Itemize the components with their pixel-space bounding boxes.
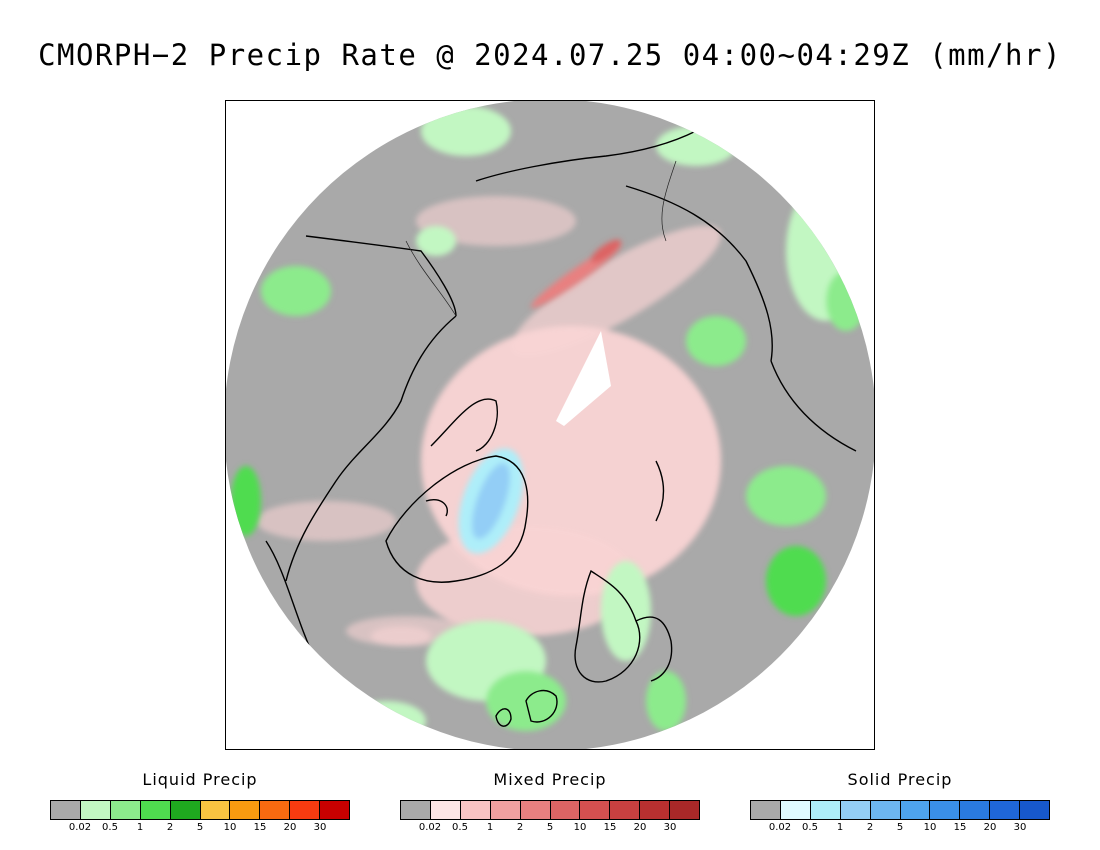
legend-tick-label: 1 <box>486 822 494 833</box>
legend-tick-label: 30 <box>663 822 677 833</box>
legend-swatch <box>870 801 901 819</box>
legend-tick-label: 2 <box>866 822 874 833</box>
legend-tick-label: 30 <box>313 822 327 833</box>
legend-swatch <box>51 801 81 819</box>
legend-tick-label: 0.5 <box>452 822 468 833</box>
solid-precip-areas <box>458 448 524 554</box>
legend-liquid: Liquid Precip 0.02 0.5 1 2 5 10 15 20 30 <box>50 770 350 836</box>
legend-mixed: Mixed Precip 0.02 0.5 1 2 5 10 15 20 30 <box>400 770 700 836</box>
legend-swatch <box>840 801 871 819</box>
legend-swatch <box>670 801 700 819</box>
legend-swatches <box>750 800 1050 820</box>
legend-tick-label: 20 <box>633 822 647 833</box>
coastlines <box>265 130 857 727</box>
legend-swatch <box>490 801 521 819</box>
polar-precip-map <box>225 100 875 750</box>
legend-swatch <box>320 801 350 819</box>
legend-swatch <box>580 801 611 819</box>
legend-tick-label: 5 <box>196 822 204 833</box>
legend-swatches <box>50 800 350 820</box>
legend-swatch <box>780 801 811 819</box>
mixed-precip-areas <box>256 196 721 646</box>
legend-tick-label: 10 <box>923 822 937 833</box>
legend-swatch <box>290 801 321 819</box>
mixed-heavy-band <box>530 239 622 309</box>
borders <box>405 160 677 317</box>
legend-swatch <box>260 801 291 819</box>
legend-swatch <box>810 801 841 819</box>
legend-tick-label: 10 <box>573 822 587 833</box>
legend-swatch <box>960 801 991 819</box>
legend-swatch <box>990 801 1021 819</box>
legend-swatch <box>140 801 171 819</box>
legend-tick-label: 0.02 <box>68 822 92 833</box>
legend-solid: Solid Precip 0.02 0.5 1 2 5 10 15 20 30 <box>750 770 1050 836</box>
no-data-wedge <box>556 331 611 426</box>
chart-title: CMORPH−2 Precip Rate @ 2024.07.25 04:00~… <box>38 38 1062 72</box>
legend-tick-label: 10 <box>223 822 237 833</box>
legend-tick-label: 2 <box>516 822 524 833</box>
legend-ticks: 0.02 0.5 1 2 5 10 15 20 30 <box>400 822 700 836</box>
legend-swatch <box>401 801 431 819</box>
legend-ticks: 0.02 0.5 1 2 5 10 15 20 30 <box>750 822 1050 836</box>
legend-swatch <box>430 801 461 819</box>
legend-swatch <box>640 801 671 819</box>
legend-tick-label: 1 <box>136 822 144 833</box>
legend-swatch <box>230 801 261 819</box>
legend-tick-label: 15 <box>253 822 267 833</box>
legend-tick-label: 15 <box>953 822 967 833</box>
legend-title: Liquid Precip <box>142 770 258 789</box>
legend-swatch <box>170 801 201 819</box>
legend-swatch <box>550 801 581 819</box>
legend-tick-label: 0.5 <box>802 822 818 833</box>
legend-tick-label: 2 <box>166 822 174 833</box>
map-canvas <box>226 101 874 749</box>
legend-tick-label: 15 <box>603 822 617 833</box>
legend-title: Mixed Precip <box>493 770 607 789</box>
legend-tick-label: 30 <box>1013 822 1027 833</box>
legend-tick-label: 5 <box>546 822 554 833</box>
legend-tick-label: 20 <box>283 822 297 833</box>
legend-swatch <box>80 801 111 819</box>
legend-tick-label: 5 <box>896 822 904 833</box>
legend-swatches <box>400 800 700 820</box>
legend-swatch <box>751 801 781 819</box>
legend-ticks: 0.02 0.5 1 2 5 10 15 20 30 <box>50 822 350 836</box>
legend-tick-label: 0.02 <box>768 822 792 833</box>
legend-tick-label: 20 <box>983 822 997 833</box>
legend-tick-label: 0.02 <box>418 822 442 833</box>
legend-swatch <box>110 801 141 819</box>
legend-swatch <box>200 801 231 819</box>
legend-swatch <box>1020 801 1050 819</box>
legend-tick-label: 0.5 <box>102 822 118 833</box>
legend-swatch <box>610 801 641 819</box>
legend-swatch <box>460 801 491 819</box>
legend-tick-label: 1 <box>836 822 844 833</box>
legend-swatch <box>520 801 551 819</box>
legend-title: Solid Precip <box>847 770 953 789</box>
legend-swatch <box>930 801 961 819</box>
legend-swatch <box>900 801 931 819</box>
